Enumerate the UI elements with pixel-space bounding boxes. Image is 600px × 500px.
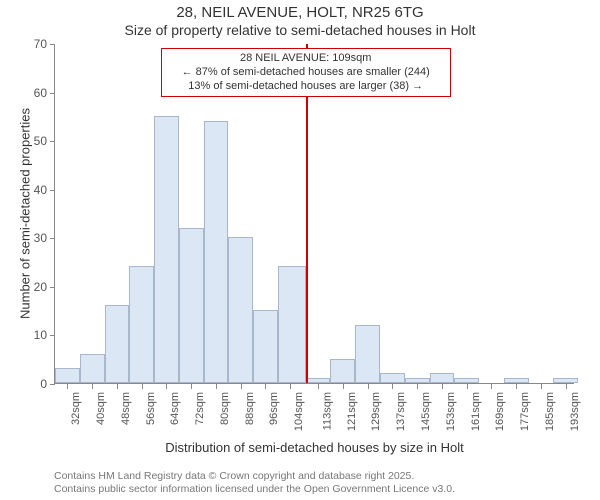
histogram-bar [278,266,306,383]
ytick-label: 30 [34,231,47,245]
footer-line-2: Contains public sector information licen… [54,483,455,496]
footer-line-1: Contains HM Land Registry data © Crown c… [54,470,455,483]
title-line-1: 28, NEIL AVENUE, HOLT, NR25 6TG [0,4,600,22]
ytick-label: 60 [34,86,47,100]
xtick-label: 104sqm [293,392,305,431]
attribution-footer: Contains HM Land Registry data © Crown c… [54,470,455,496]
title-line-2: Size of property relative to semi-detach… [0,22,600,39]
histogram-bar [80,354,105,383]
histogram-bar [454,378,479,383]
xtick-label: 137sqm [395,392,407,431]
y-axis-label: Number of semi-detached properties [18,44,33,384]
x-axis-label: Distribution of semi-detached houses by … [55,440,574,455]
ytick-label: 0 [40,377,47,391]
histogram-bar [204,121,229,383]
xtick-label: 145sqm [420,392,432,431]
xtick-label: 129sqm [371,392,383,431]
ytick-label: 10 [34,328,47,342]
histogram-bar [228,237,253,383]
callout-line: 13% of semi-detached houses are larger (… [168,80,444,94]
xtick-label: 113sqm [321,392,333,430]
ytick-label: 40 [34,183,47,197]
histogram-bar [355,325,380,383]
plot-area: 010203040506070Number of semi-detached p… [54,44,574,384]
xtick-label: 169sqm [494,392,506,431]
xtick-label: 96sqm [268,392,280,425]
chart-container: 28, NEIL AVENUE, HOLT, NR25 6TG Size of … [0,0,600,500]
callout-line: ← 87% of semi-detached houses are smalle… [168,66,444,80]
xtick-label: 185sqm [544,392,556,431]
histogram-bar [55,368,80,383]
xtick-label: 80sqm [219,392,231,425]
title-block: 28, NEIL AVENUE, HOLT, NR25 6TG Size of … [0,4,600,39]
xtick-label: 56sqm [145,392,157,425]
histogram-bar [306,378,331,383]
xtick-label: 48sqm [120,392,132,425]
xtick-label: 193sqm [569,392,581,431]
histogram-bar [253,310,278,383]
xtick-label: 177sqm [519,392,531,431]
ytick-label: 50 [34,134,47,148]
histogram-bar [154,116,179,383]
histogram-bar [553,378,578,383]
callout-line: 28 NEIL AVENUE: 109sqm [168,52,444,66]
xtick-label: 72sqm [194,392,206,425]
histogram-bar [405,378,430,383]
xtick-label: 88sqm [244,392,256,425]
histogram-bar [105,305,130,383]
ytick-label: 20 [34,280,47,294]
histogram-bar [129,266,154,383]
xtick-label: 32sqm [70,392,82,425]
xtick-label: 161sqm [470,392,482,431]
histogram-bar [504,378,529,383]
xtick-label: 64sqm [169,392,181,425]
histogram-bar [380,373,405,383]
histogram-bar [179,228,204,383]
xtick-label: 153sqm [445,392,457,431]
callout-box: 28 NEIL AVENUE: 109sqm← 87% of semi-deta… [161,48,451,97]
xtick-label: 40sqm [95,392,107,425]
ytick-label: 70 [34,37,47,51]
xtick-label: 121sqm [346,392,358,431]
histogram-bar [430,373,455,383]
histogram-bar [330,359,355,383]
